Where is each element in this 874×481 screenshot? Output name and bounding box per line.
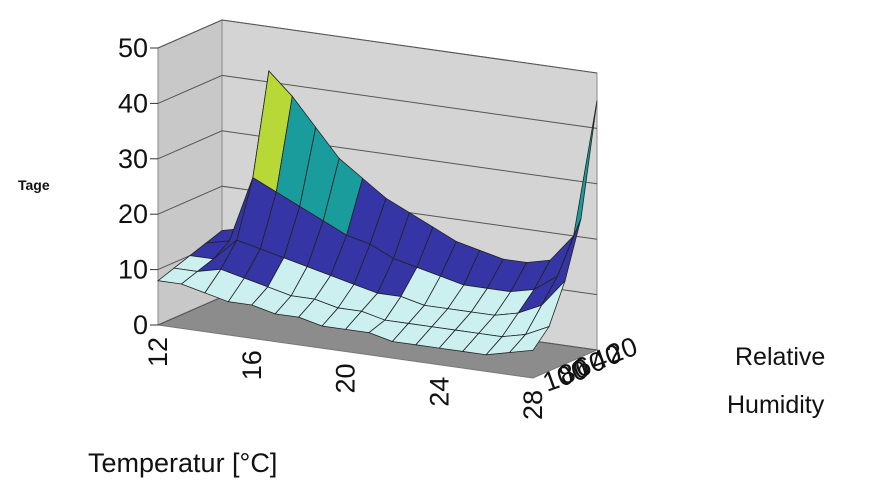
y-axis-title: Tage	[18, 177, 50, 193]
x-tick-label: 20	[331, 364, 361, 394]
x-axis-title: Temperatur [°C]	[88, 448, 277, 478]
y-tick-label: 0	[133, 310, 148, 340]
surface-cell	[508, 325, 550, 354]
z-axis-title: Humidity	[727, 391, 825, 419]
y-tick-label: 40	[118, 88, 148, 118]
y-tick-label: 30	[118, 144, 148, 174]
x-tick-label: 12	[143, 337, 173, 367]
y-tick-label: 20	[118, 199, 148, 229]
z-axis-title: Relative	[735, 343, 825, 371]
x-tick-label: 24	[424, 377, 454, 407]
grid-line	[157, 185, 598, 240]
y-tick-label: 10	[118, 255, 148, 285]
x-tick-label: 16	[237, 350, 267, 380]
grid-line	[157, 130, 598, 185]
x-tick-label: 28	[518, 390, 548, 420]
grid-line	[157, 19, 598, 74]
grid-line	[157, 74, 598, 129]
y-tick-label: 50	[118, 33, 148, 63]
